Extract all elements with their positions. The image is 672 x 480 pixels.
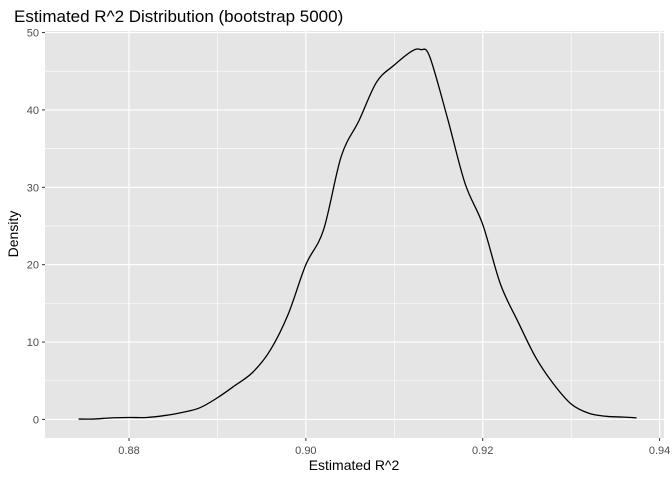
- density-curve: [78, 48, 637, 420]
- y-tick-label: 50: [27, 28, 39, 40]
- x-tick-label: 0.94: [649, 445, 670, 457]
- minor-gridlines: [45, 31, 664, 438]
- y-axis: 0 10 20 30 40 50: [27, 28, 45, 426]
- plot-panel: [45, 31, 664, 438]
- x-axis: 0.88 0.90 0.92 0.94: [118, 438, 670, 457]
- x-tick-label: 0.90: [295, 445, 316, 457]
- y-tick-label: 0: [33, 414, 39, 426]
- y-tick-label: 30: [27, 182, 39, 194]
- y-tick-label: 40: [27, 105, 39, 117]
- x-axis-title: Estimated R^2: [309, 457, 400, 473]
- y-tick-label: 10: [27, 337, 39, 349]
- chart-title: Estimated R^2 Distribution (bootstrap 50…: [14, 7, 343, 26]
- major-gridlines: [45, 31, 664, 438]
- y-tick-label: 20: [27, 260, 39, 272]
- x-tick-label: 0.92: [472, 445, 493, 457]
- x-tick-label: 0.88: [118, 445, 139, 457]
- y-axis-title: Density: [5, 211, 21, 258]
